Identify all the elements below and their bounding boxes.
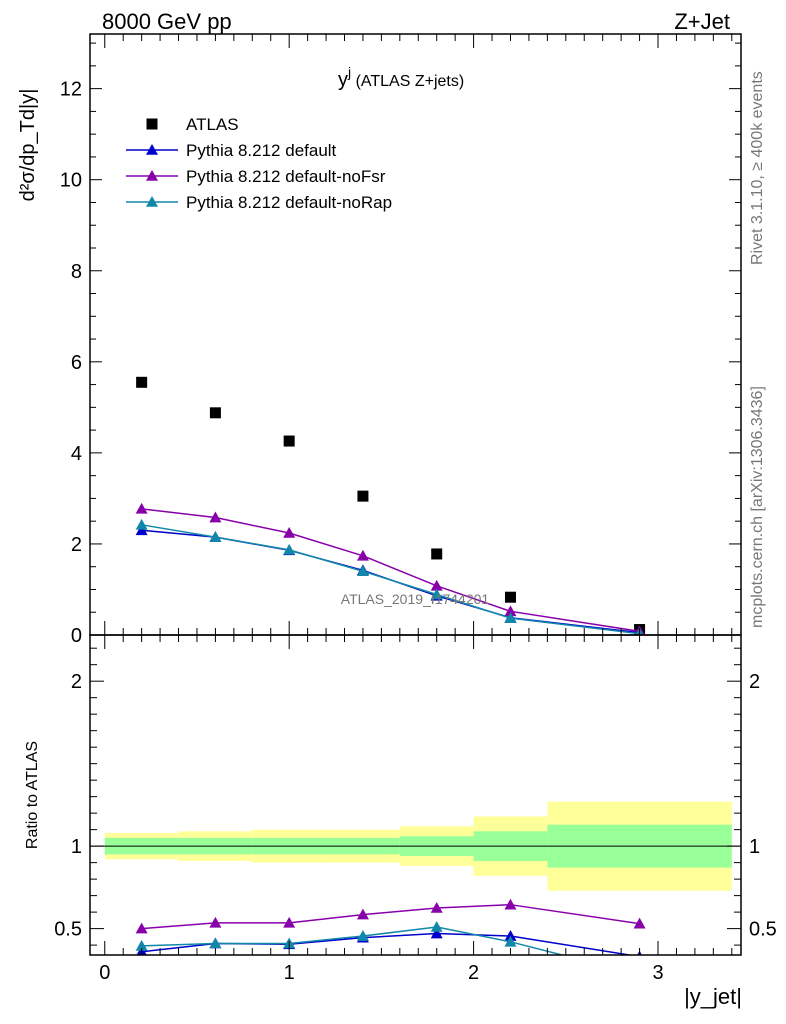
ratio-ytick-label: 2: [71, 671, 82, 693]
ratio-uncertainty-bands: [90, 801, 741, 891]
ratio-data-point: [504, 898, 517, 910]
atlas-data-point: [136, 376, 148, 388]
header-left: 8000 GeV pp: [102, 9, 232, 34]
main-ytick-label: 0: [71, 625, 82, 647]
ratio-ytick-label-right: 0.5: [749, 919, 777, 941]
plot-title: yj (ATLAS Z+jets): [338, 64, 464, 91]
mc-series-line: [141, 529, 640, 634]
legend-label: Pythia 8.212 default: [186, 141, 337, 160]
atlas-data-point: [504, 591, 516, 603]
ratio-data-point: [135, 922, 148, 934]
ratio-data-point: [283, 916, 296, 928]
atlas-data-point: [431, 548, 443, 560]
mc-data-point: [209, 511, 222, 523]
ratio-data-point: [430, 920, 443, 932]
mc-data-point: [135, 502, 148, 514]
mc-data-point: [283, 527, 296, 538]
xtick-label: 3: [652, 962, 663, 984]
xtick-label: 0: [99, 962, 110, 984]
mc-data-point: [135, 524, 148, 536]
ratio-data-point: [356, 930, 369, 941]
ratio-ytick-label: 0.5: [54, 919, 82, 941]
legend-label: ATLAS: [186, 115, 239, 134]
ratio-data-point: [634, 969, 646, 980]
ratio-data-point: [209, 937, 222, 949]
mc-series-line: [141, 508, 640, 633]
ratio-ylabel: Ratio to ATLAS: [24, 741, 41, 849]
mc-data-point: [135, 518, 148, 530]
xtick-label: 2: [468, 962, 479, 984]
main-ytick-label: 12: [60, 79, 82, 101]
main-ytick-label: 6: [71, 352, 82, 374]
legend-marker: [146, 196, 158, 207]
ratio-data-point: [633, 917, 646, 929]
ratio-data-point: [135, 939, 148, 951]
rivet-note: Rivet 3.1.10, ≥ 400k events: [749, 71, 766, 265]
ratio-plot-marks: [135, 898, 646, 980]
mc-data-point: [504, 612, 517, 623]
legend-marker: [146, 144, 158, 155]
mc-data-point: [430, 579, 443, 591]
legend-label: Pythia 8.212 default-noFsr: [186, 167, 386, 186]
mc-data-point: [430, 588, 443, 600]
plot-title-main: y: [338, 69, 348, 91]
atlas-data-point: [283, 435, 295, 447]
ratio-data-point: [209, 916, 222, 928]
ratio-frame: [89, 634, 742, 956]
main-ytick-label: 8: [71, 261, 82, 283]
analysis-watermark: ATLAS_2019_I1744201: [341, 591, 490, 607]
xlabel: |y_jet|: [684, 984, 742, 1009]
ratio-ytick-label: 1: [71, 836, 82, 858]
atlas-data-point: [209, 407, 221, 419]
legend-marker: [146, 118, 158, 130]
legend: ATLAS Pythia 8.212 default Pythia 8.212 de…: [126, 115, 392, 212]
mc-data-point: [356, 549, 369, 561]
main-ytick-label: 4: [71, 443, 82, 465]
mc-data-point: [283, 543, 296, 555]
mc-data-point: [209, 531, 222, 542]
ratio-series-line: [141, 926, 566, 955]
ratio-ytick-label-right: 2: [749, 671, 760, 693]
ratio-ytick-label-right: 1: [749, 836, 760, 858]
xtick-label: 1: [284, 962, 295, 984]
atlas-data-point: [357, 490, 369, 502]
legend-marker: [146, 170, 158, 181]
plot-title-sup: j: [347, 64, 351, 80]
ratio-data-point: [504, 930, 517, 941]
legend-label: Pythia 8.212 default-noRap: [186, 193, 392, 212]
main-ylabel: d²σ/dp_Td|y|: [17, 89, 39, 202]
mc-data-point: [504, 605, 517, 617]
header-right: Z+Jet: [674, 9, 730, 34]
ratio-data-point: [430, 927, 443, 939]
ratio-data-point: [356, 908, 369, 920]
ratio-data-point: [430, 901, 443, 913]
ratio-data-point: [504, 935, 517, 947]
main-ytick-label: 10: [60, 170, 82, 192]
plot-title-rest: (ATLAS Z+jets): [351, 73, 464, 90]
mcplots-note: mcplots.cern.ch [arXiv:1306.3436]: [749, 386, 766, 628]
main-ytick-label: 2: [71, 534, 82, 556]
mc-data-point: [356, 565, 369, 577]
